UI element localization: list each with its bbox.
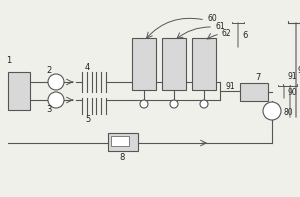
- Text: 5: 5: [85, 114, 90, 124]
- Text: 62: 62: [222, 29, 232, 37]
- Text: 91: 91: [288, 72, 298, 81]
- Text: 90: 90: [288, 87, 298, 97]
- Bar: [240, 83, 268, 101]
- Circle shape: [140, 100, 148, 108]
- Text: 2: 2: [46, 65, 51, 74]
- Bar: [132, 38, 156, 90]
- Text: 3: 3: [46, 104, 51, 113]
- Circle shape: [263, 102, 281, 120]
- Text: 91: 91: [226, 82, 236, 90]
- Bar: [192, 38, 216, 90]
- Text: 8: 8: [119, 152, 125, 162]
- Bar: [111, 136, 129, 146]
- Circle shape: [200, 100, 208, 108]
- Text: 61: 61: [215, 21, 225, 31]
- Text: 4: 4: [85, 62, 90, 72]
- Text: 60: 60: [207, 14, 217, 22]
- Circle shape: [48, 74, 64, 90]
- Text: 9: 9: [298, 65, 300, 74]
- Text: 6: 6: [242, 31, 248, 40]
- Bar: [162, 38, 186, 90]
- Bar: [8, 72, 30, 110]
- Text: 80: 80: [283, 108, 292, 116]
- Bar: [108, 133, 138, 151]
- Text: 1: 1: [6, 56, 11, 64]
- Text: 7: 7: [255, 72, 260, 82]
- Circle shape: [170, 100, 178, 108]
- Circle shape: [48, 92, 64, 108]
